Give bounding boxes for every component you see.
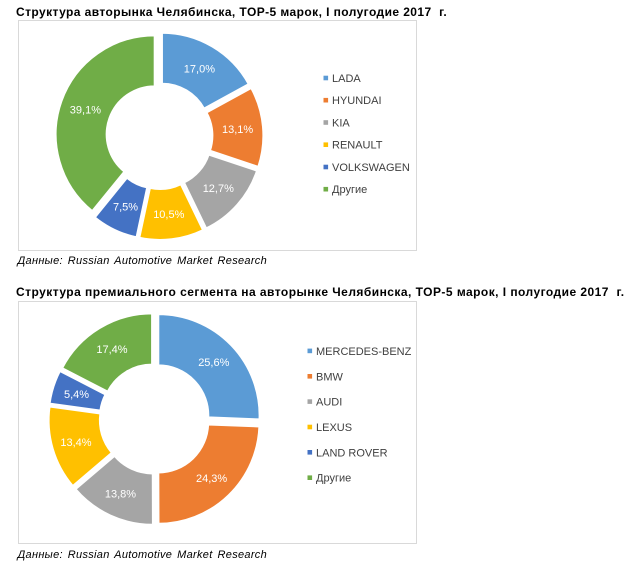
- svg-text:LAND ROVER: LAND ROVER: [316, 447, 388, 459]
- svg-text:7,5%: 7,5%: [113, 202, 138, 214]
- svg-text:LADA: LADA: [332, 73, 361, 85]
- svg-text:MERCEDES-BENZ: MERCEDES-BENZ: [316, 346, 412, 358]
- svg-text:39,1%: 39,1%: [70, 105, 101, 117]
- svg-text:AUDI: AUDI: [316, 397, 342, 409]
- svg-text:Другие: Другие: [316, 473, 351, 485]
- svg-text:17,4%: 17,4%: [96, 344, 127, 356]
- svg-text:10,5%: 10,5%: [153, 209, 184, 221]
- svg-text:24,3%: 24,3%: [196, 473, 227, 485]
- svg-text:BMW: BMW: [316, 371, 344, 383]
- svg-text:HYUNDAI: HYUNDAI: [332, 95, 382, 107]
- svg-text:13,8%: 13,8%: [105, 488, 136, 500]
- svg-text:5,4%: 5,4%: [64, 389, 89, 401]
- svg-text:Данные: Russian Automotive Mar: Данные: Russian Automotive Market Resear…: [16, 549, 268, 561]
- svg-text:Другие: Другие: [332, 184, 367, 196]
- svg-text:Структура авторынка Челябинска: Структура авторынка Челябинска, TOP-5 ма…: [16, 5, 447, 19]
- svg-text:13,4%: 13,4%: [60, 437, 91, 449]
- svg-text:Данные: Russian Automotive Mar: Данные: Russian Automotive Market Resear…: [16, 255, 268, 267]
- svg-text:VOLKSWAGEN: VOLKSWAGEN: [332, 162, 410, 174]
- svg-text:KIA: KIA: [332, 118, 350, 130]
- svg-text:13,1%: 13,1%: [222, 124, 253, 136]
- svg-text:17,0%: 17,0%: [184, 63, 215, 75]
- svg-text:LEXUS: LEXUS: [316, 422, 352, 434]
- svg-text:RENAULT: RENAULT: [332, 140, 383, 152]
- svg-text:25,6%: 25,6%: [198, 357, 229, 369]
- svg-text:Структура премиального сегмент: Структура премиального сегмента на автор…: [16, 285, 625, 299]
- svg-text:12,7%: 12,7%: [203, 183, 234, 195]
